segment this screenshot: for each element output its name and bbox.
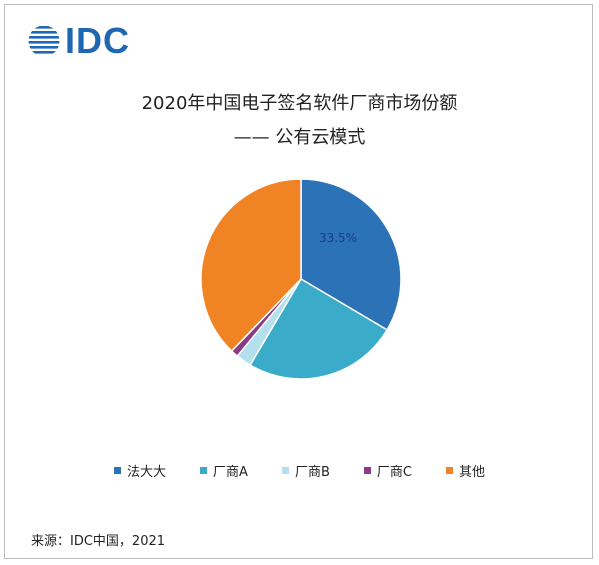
legend-item-5: 其他 <box>445 461 485 480</box>
legend-label: 其他 <box>458 465 485 480</box>
pie-slice-5 <box>200 178 302 353</box>
legend-item-3: 厂商B <box>281 461 330 480</box>
legend-swatch <box>114 467 122 474</box>
legend-swatch <box>200 467 208 474</box>
pie-slice-2 <box>249 277 389 380</box>
legend-item-2: 厂商A <box>200 461 248 480</box>
legend-label: 厂商C <box>376 465 412 480</box>
globe-icon <box>28 26 60 54</box>
pie-chart: 33.5% <box>200 178 402 380</box>
legend-item-4: 厂商C <box>363 461 412 480</box>
pie-data-label: 33.5% <box>319 231 357 245</box>
chart-title-line1: 2020年中国电子签名软件厂商市场份额 <box>141 93 458 114</box>
chart-legend: 法大大 厂商A 厂商B 厂商C 其他 <box>5 461 594 480</box>
chart-card: IDC 2020年中国电子签名软件厂商市场份额 —— 公有云模式 33.5% 法… <box>4 4 593 559</box>
idc-logo: IDC <box>27 23 130 59</box>
legend-label: 厂商B <box>294 465 330 480</box>
logo-text: IDC <box>65 20 130 61</box>
legend-swatch <box>445 467 453 474</box>
pie-slice-1 <box>300 178 402 331</box>
legend-label: 厂商A <box>213 465 248 480</box>
legend-label: 法大大 <box>127 465 167 480</box>
chart-title-line2: —— 公有云模式 <box>233 127 366 148</box>
legend-item-1: 法大大 <box>114 461 166 480</box>
legend-swatch <box>363 467 371 474</box>
legend-swatch <box>281 467 289 474</box>
source-note: 来源：IDC中国，2021 <box>31 534 166 549</box>
